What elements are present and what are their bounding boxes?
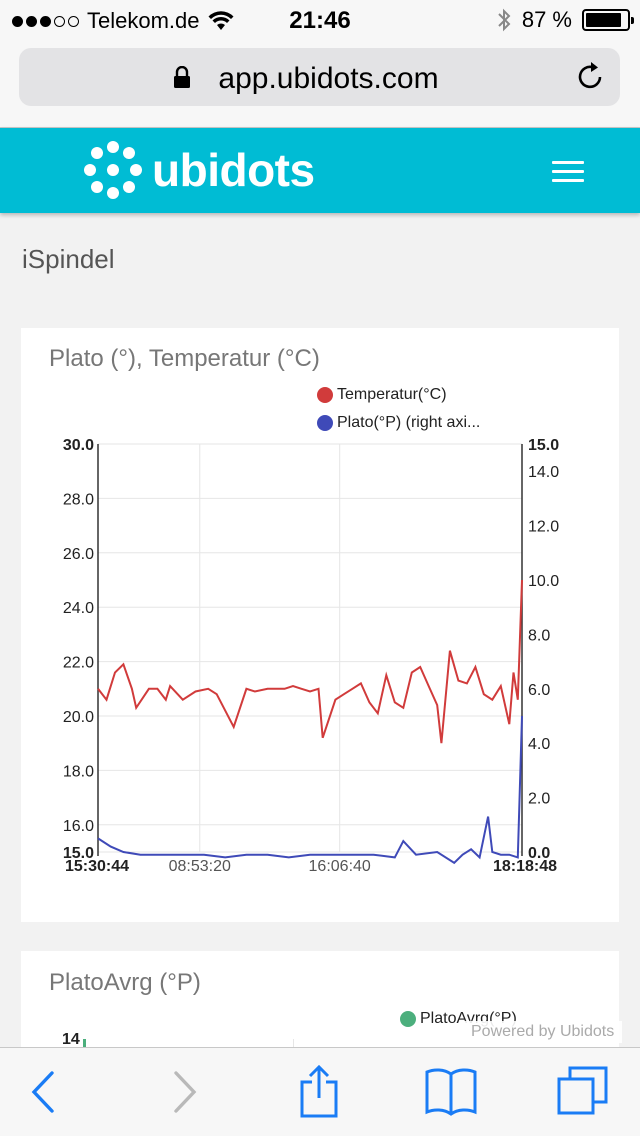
y-left-tick-label: 16.0 [63,818,94,835]
y-left-tick-label: 18.0 [63,763,94,780]
powered-by-label[interactable]: Powered by Ubidots [463,1021,623,1043]
browser-address-area: app.ubidots.com [0,40,640,128]
battery-icon [582,9,634,31]
battery-percent: 87 % [521,7,572,32]
plato-avrg-series-start [83,1039,86,1051]
x-tick-label: 16:06:40 [309,858,371,875]
y-right-tick-label: 6.0 [528,682,550,699]
wifi-icon [208,11,234,30]
reload-icon[interactable] [576,61,606,91]
ubidots-logo[interactable]: ubidots [84,141,315,199]
status-time: 21:46 [289,7,351,34]
y-left-tick-label: 20.0 [63,709,94,726]
y-right-tick-label: 8.0 [528,627,550,644]
bluetooth-icon [498,8,511,32]
widget-title: Plato (°), Temperatur (°C) [49,345,320,372]
forward-icon[interactable] [172,1070,198,1114]
bookmarks-icon[interactable] [424,1066,478,1116]
y-tick-label: 14 [62,1031,80,1048]
y-left-tick-label: 24.0 [63,600,94,617]
legend-swatch-plato [317,415,333,431]
app-header: ubidots [0,128,640,213]
series-line-plato [97,715,523,865]
legend-temperature[interactable]: Temperatur(°C) [317,386,447,404]
status-bar: Telekom.de 21:46 87 % [0,0,640,40]
legend-swatch-temperature [317,387,333,403]
y-left-tick-label: 22.0 [63,655,94,672]
y-left-tick-label: 30.0 [63,437,94,454]
address-bar[interactable]: app.ubidots.com [19,48,620,106]
y-right-tick-label: 15.0 [528,437,559,454]
y-right-tick-label: 14.0 [528,464,559,481]
y-left-tick-label: 15.0 [63,845,94,862]
chart-widget-plato-temperature: Plato (°), Temperatur (°C) Temperatur(°C… [21,328,619,922]
back-icon[interactable] [30,1070,56,1114]
y-left-tick-label: 28.0 [63,491,94,508]
x-tick-label: 08:53:20 [169,858,231,875]
y-right-tick-label: 4.0 [528,736,550,753]
status-right: 87 % [496,7,634,33]
share-icon[interactable] [298,1064,340,1118]
menu-hamburger-icon[interactable] [552,161,584,188]
carrier-name: Telekom.de [87,8,200,33]
y-left-tick-label: 26.0 [63,546,94,563]
y-right-tick-label: 12.0 [528,519,559,536]
lock-icon [174,66,190,88]
browser-toolbar [0,1047,640,1136]
status-left: Telekom.de [12,8,234,34]
y-right-tick-label: 10.0 [528,573,559,590]
legend-plato[interactable]: Plato(°P) (right axi... [317,414,480,432]
legend-label-plato: Plato(°P) (right axi... [337,414,481,431]
address-url: app.ubidots.com [218,62,439,95]
x-tick-label: 18:18:48 [493,858,557,875]
signal-strength-icon [12,15,79,27]
y-right-tick-label: 0.0 [528,845,550,862]
legend-swatch-plato-avrg [400,1011,416,1027]
page-title: iSpindel [22,244,115,274]
tabs-icon[interactable] [556,1064,610,1118]
x-tick-label: 15:30:44 [65,858,129,875]
widget-title: PlatoAvrg (°P) [49,969,201,996]
ubidots-logo-mark-icon [84,141,142,199]
series-line-temperature [97,579,523,744]
brand-name: ubidots [152,144,315,196]
grid-line [293,1039,294,1051]
legend-label-temperature: Temperatur(°C) [337,386,447,403]
plato-temperature-chart[interactable]: 30.0 28.0 26.0 24.0 22.0 20.0 18.0 16.0 15.0 15.0… [21,328,619,922]
y-right-tick-label: 2.0 [528,791,550,808]
